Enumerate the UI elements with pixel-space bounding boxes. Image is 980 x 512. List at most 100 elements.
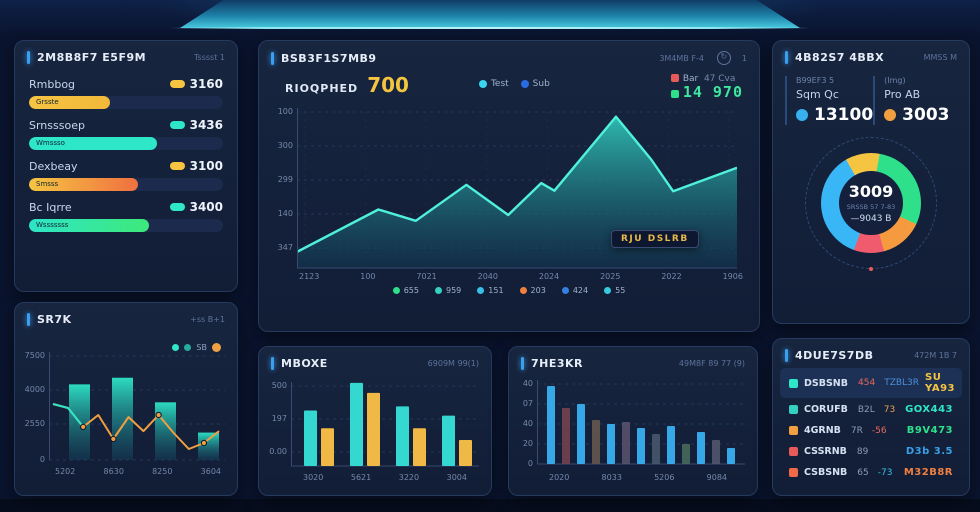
panel-header-link[interactable]: Tsssst 1 (193, 53, 225, 62)
panel-header-link[interactable]: MMSS M (923, 53, 957, 62)
row-icon (789, 468, 798, 477)
table-row[interactable]: CORUFB B2L 73 GOX443 (780, 400, 962, 419)
x-axis-labels: 5202 8630 8250 3604 (15, 466, 237, 476)
ranking-row: Bc Iqrre 3400 Wsssssss (15, 200, 237, 232)
orange-legend-dot (212, 343, 221, 352)
teal-legend-dot (184, 344, 192, 351)
donut-center-sub: SRSSB 57 7-83 (846, 203, 896, 211)
axis-tick: 4000 (24, 385, 45, 394)
stat-card: (Img) Pro AB 3003 (873, 76, 959, 125)
legend-item[interactable]: Test (478, 79, 509, 89)
main-legend: Test Sub (478, 79, 550, 89)
main-stat: RIOQPHED 700 (285, 73, 409, 97)
legend-item[interactable]: 959 (434, 286, 461, 295)
accent-bar (27, 51, 30, 64)
grouped-bar-chart[interactable] (291, 376, 479, 472)
axis-tick: 8250 (152, 467, 173, 476)
table-row[interactable]: 4GRNB 7R -56 B9V473 (780, 421, 962, 440)
axis-tick: 07 (522, 399, 533, 408)
progress-fill: Smsss (29, 178, 138, 191)
bar-legend-label: Bar (682, 74, 699, 84)
table-row[interactable]: CSBSNB 65 -73 M32B8R (780, 463, 962, 482)
axis-tick: 3604 (200, 467, 221, 476)
progress-fill: Wmssso (29, 137, 158, 150)
panel-title: 2M8B8F7 E5F9M (37, 51, 147, 64)
axis-tick: 3220 (398, 473, 420, 482)
date-range-label[interactable]: 3M4MB F-4 (659, 53, 704, 63)
axis-tick: 299 (277, 175, 293, 184)
axis-tick: 347 (277, 243, 293, 252)
legend-item[interactable]: Sub (520, 79, 550, 89)
panel-donut: 4B82S7 4BBX MMSS M B99EF3 5 Sqm Qc 13100… (772, 40, 970, 324)
axis-tick: 7500 (24, 351, 45, 360)
legend-item[interactable]: 203 (519, 286, 546, 295)
stat-value: 3003 (884, 105, 959, 125)
axis-tick: 0 (527, 459, 533, 468)
chart-tooltip: RJU DSLRB (611, 230, 699, 248)
progress-track: Wsssssss (29, 219, 223, 232)
axis-tick: 2024 (538, 272, 560, 281)
ranking-label: Rmbbog (29, 77, 76, 91)
top-glow-line (170, 27, 810, 29)
panel-header-link[interactable]: 6909M 99(1) (427, 359, 479, 368)
panel-title: 4B82S7 4BBX (795, 51, 885, 64)
panel-grouped: MBOXE 6909M 99(1) 500 197 0.00 3020 5621 322… (258, 346, 492, 496)
legend-item[interactable]: 151 (477, 286, 504, 295)
x-axis-labels: 3020 5621 3220 3004 (259, 472, 491, 482)
panel-title: SR7K (37, 313, 72, 326)
footer-strip (0, 499, 980, 512)
panel-title: MBOXE (281, 357, 328, 370)
row-value: M32B8R (903, 467, 953, 478)
axis-tick: 0 (39, 455, 45, 464)
value-pill (169, 162, 185, 170)
ranking-row: Srnsssoep 3436 Wmssso (15, 118, 237, 150)
axis-tick: 7021 (416, 272, 437, 281)
stat-cards: B99EF3 5 Sqm Qc 13100 (Img) Pro AB 3003 (773, 68, 969, 125)
progress-fill: Grsste (29, 96, 111, 109)
panel-header-link[interactable]: 472M 1B 7 (914, 351, 957, 360)
top-glow-screen (180, 0, 800, 28)
axis-tick: 2020 (549, 473, 570, 482)
row-icon (789, 426, 798, 435)
axis-tick: 300 (277, 141, 293, 150)
green-legend-swatch (670, 90, 679, 98)
panel-table: 4DUE7S7DB 472M 1B 7 DSBSNB 454 TZBL3R SU… (772, 338, 970, 496)
panel-header-link[interactable]: +ss B+1 (190, 315, 225, 324)
row-mid-value: 89 (856, 446, 869, 457)
ranking-rows: Rmbbog 3160 Grsste Srnsssoep 3436 Wmssso… (15, 77, 237, 232)
accent-bar (521, 357, 524, 370)
ranking-value: 3436 (169, 118, 223, 132)
table-row[interactable]: CSSRNB 89 D3b 3.5 (780, 442, 962, 461)
row-mid2-value: -73 (877, 467, 893, 478)
donut-center: 3009 SRSSB 57 7-83 —9043 B (839, 171, 903, 235)
stat-card: B99EF3 5 Sqm Qc 13100 (785, 76, 873, 125)
panel-title: 4DUE7S7DB (795, 349, 874, 362)
table-row[interactable]: DSBSNB 454 TZBL3R SU YA93 (780, 368, 962, 398)
accent-bar (271, 357, 274, 370)
legend-item[interactable]: 424 (561, 286, 588, 295)
axis-tick: 197 (271, 414, 287, 423)
legend-item[interactable]: 655 (392, 286, 419, 295)
row-mid-value: 454 (858, 378, 876, 388)
panel-desc: 7HE3KR 49M8F 89 77 (9) 40 07 40 20 0 2020 803… (508, 346, 758, 496)
panel-header-link[interactable]: 49M8F 89 77 (9) (678, 359, 745, 368)
panel-title: BSB3F1S7MB9 (281, 51, 377, 65)
donut-chart[interactable]: 3009 SRSSB 57 7-83 —9043 B (805, 137, 937, 271)
row-mid2-value: 73 (883, 404, 896, 415)
combo-chart[interactable] (49, 346, 225, 466)
combo-legend-label: SB (196, 343, 207, 352)
value-pill (169, 121, 185, 129)
bar-chart[interactable] (537, 376, 745, 472)
axis-tick: 2123 (299, 272, 320, 281)
stat-small-label: (Img) (884, 76, 906, 85)
y-axis-labels: 500 197 0.00 (265, 376, 291, 472)
refresh-icon[interactable]: ↻ (716, 51, 731, 65)
row-mid-value: 7R (850, 425, 863, 436)
ranking-label: Bc Iqrre (29, 200, 72, 214)
row-value: SU YA93 (925, 372, 955, 394)
panel-combo: SR7K +ss B+1 SB 7500 4000 2550 0 5202 8630 82… (14, 302, 238, 496)
combo-legend[interactable]: SB (172, 343, 221, 352)
y-axis-labels: 100 300 299 140 347 (265, 104, 297, 270)
legend-item[interactable]: 55 (604, 286, 625, 295)
axis-tick: 20 (522, 439, 533, 448)
